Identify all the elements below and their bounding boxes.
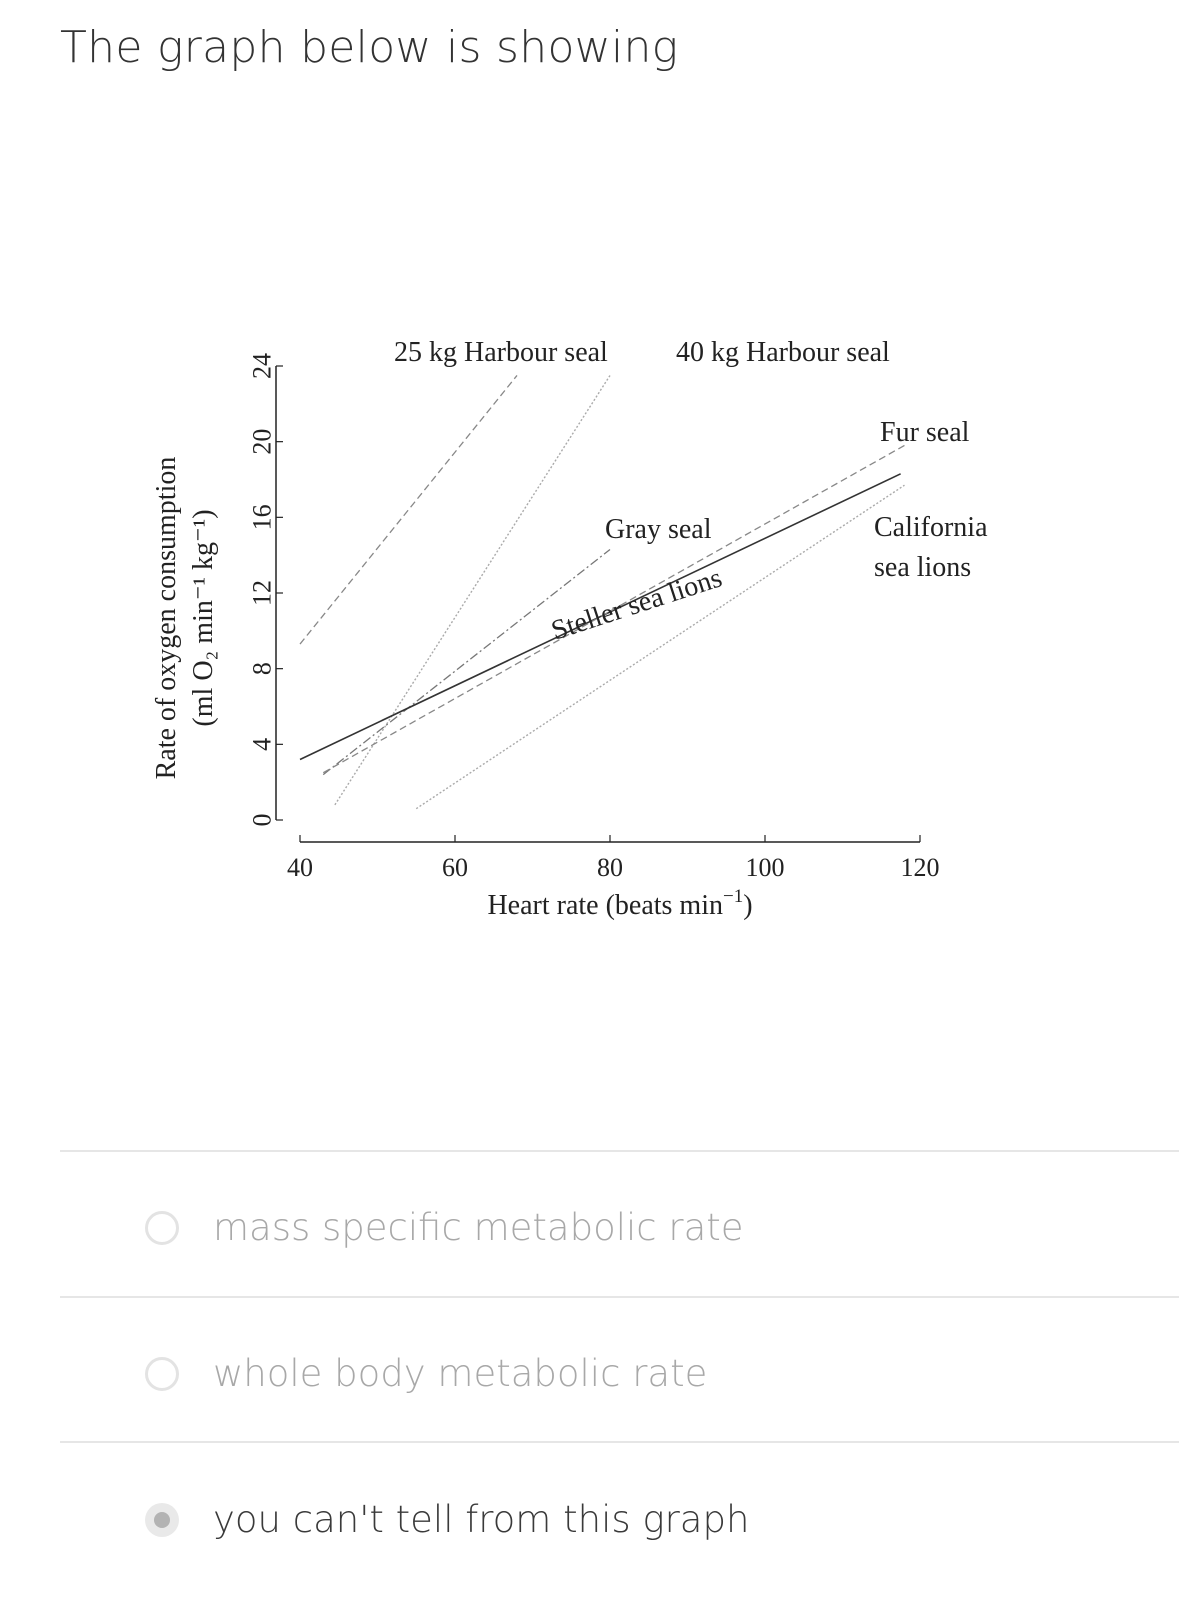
y-tick-label: 8	[248, 662, 277, 675]
divider-3	[60, 1441, 1179, 1443]
y-axis-label-line1: Rate of oxygen consumption	[151, 457, 182, 780]
x-tick-label: 120	[901, 853, 940, 882]
label-40kg-harbour-seal: 40 kg Harbour seal	[676, 337, 890, 368]
option-label-2: whole body metabolic rate	[213, 1352, 708, 1395]
label-fur-seal: Fur seal	[880, 417, 970, 448]
label-gray-seal: Gray seal	[605, 514, 712, 545]
x-tick-label: 80	[597, 853, 623, 882]
series-line-gray-seal	[322, 548, 611, 776]
y-tick-label: 20	[248, 429, 277, 455]
y-tick-label: 0	[248, 814, 277, 827]
series-line-california-sea-lions	[415, 484, 905, 810]
chart-series	[299, 375, 905, 810]
y-axis-label-line2: (ml O₂ min⁻¹ kg⁻¹)	[188, 509, 219, 726]
y-tick-label: 4	[248, 738, 277, 751]
x-axis-label: Heart rate (beats min−1)	[487, 886, 752, 921]
option-cant-tell[interactable]: you can't tell from this graph	[145, 1498, 749, 1541]
label-25kg-harbour-seal: 25 kg Harbour seal	[394, 337, 608, 368]
label-california-line1: California	[874, 512, 988, 543]
option-label-1: mass specific metabolic rate	[213, 1206, 744, 1249]
question-text: The graph below is showing	[60, 22, 679, 73]
series-line-40-kg-harbour-seal	[334, 375, 611, 806]
divider-1	[60, 1150, 1179, 1152]
x-tick-label: 40	[287, 853, 313, 882]
y-tick-label: 24	[248, 353, 277, 379]
option-label-3: you can't tell from this graph	[213, 1498, 750, 1541]
divider-2	[60, 1296, 1179, 1298]
x-tick-label: 60	[442, 853, 468, 882]
series-line-25-kg-harbour-seal	[299, 375, 518, 645]
y-tick-label: 12	[248, 580, 277, 606]
series-line-steller-sea-lions	[299, 473, 901, 761]
chart-axes: 0 4 8 12 16 20 24 40 60 80 100 120 Heart rate (beats…	[151, 353, 940, 921]
y-tick-label: 16	[248, 504, 277, 530]
radio-button-2[interactable]	[145, 1356, 179, 1391]
option-whole-body[interactable]: whole body metabolic rate	[145, 1352, 707, 1395]
x-tick-label: 100	[746, 853, 785, 882]
option-mass-specific[interactable]: mass specific metabolic rate	[145, 1206, 744, 1249]
radio-button-3-selected[interactable]	[145, 1502, 179, 1537]
label-steller-sea-lions: Steller sea lions	[548, 562, 726, 646]
radio-dot-icon	[154, 1511, 170, 1528]
oxygen-heart-rate-chart: 0 4 8 12 16 20 24 40 60 80 100 120 Heart rate (beats…	[151, 337, 988, 921]
series-line-fur-seal	[322, 444, 905, 774]
chart-labels: 25 kg Harbour seal 40 kg Harbour seal Fur …	[394, 337, 988, 647]
radio-button-1[interactable]	[145, 1210, 179, 1245]
label-california-line2: sea lions	[874, 552, 971, 583]
